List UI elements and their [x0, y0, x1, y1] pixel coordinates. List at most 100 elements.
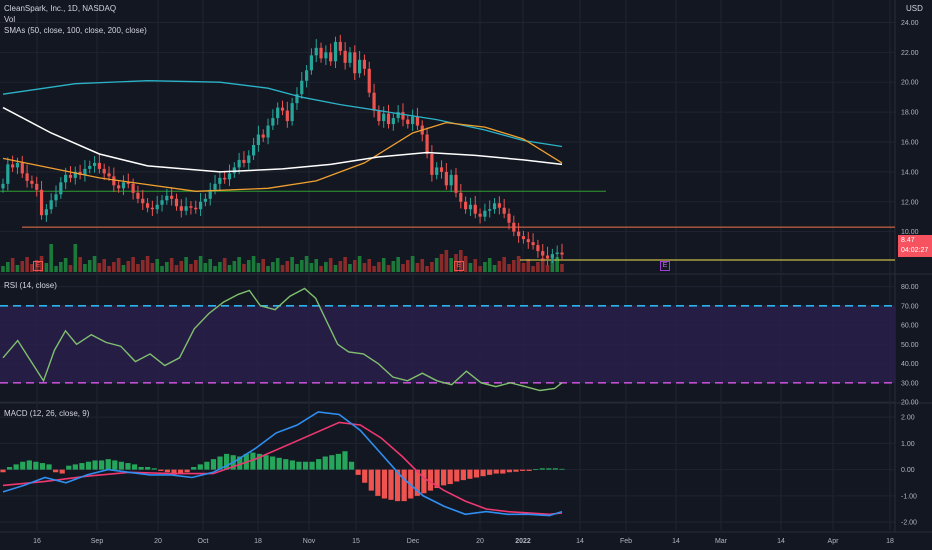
- macd-histogram-bar: [177, 469, 184, 474]
- candle-body: [343, 50, 347, 63]
- candle-body: [324, 52, 328, 59]
- macd-histogram-bar: [131, 464, 138, 470]
- volume-bar: [39, 256, 44, 272]
- volume-bar: [150, 263, 155, 272]
- candle-body: [401, 112, 405, 120]
- earnings-badge[interactable]: E: [454, 261, 464, 271]
- candle-body: [242, 159, 246, 163]
- candle-body: [449, 174, 453, 186]
- volume-bar: [198, 256, 203, 272]
- candle-body: [256, 134, 261, 145]
- volume-bar: [232, 261, 237, 272]
- x-tick-label: Dec: [407, 538, 420, 545]
- x-tick-label: Oct: [198, 538, 209, 545]
- volume-bar: [328, 258, 333, 272]
- macd-histogram-bar: [401, 469, 407, 502]
- macd-histogram-bar: [441, 469, 447, 486]
- candle-body: [11, 164, 15, 168]
- macd-histogram-bar: [539, 468, 545, 470]
- volume-bar: [140, 260, 145, 272]
- candle-body: [492, 203, 497, 210]
- macd-histogram-bar: [46, 464, 52, 470]
- macd-histogram-bar: [256, 453, 263, 470]
- candle-body: [348, 52, 352, 63]
- candle-body: [68, 174, 73, 178]
- candle-body: [136, 192, 140, 199]
- volume-bar: [319, 266, 323, 272]
- macd-histogram-bar: [506, 469, 512, 473]
- macd-histogram-bar: [151, 468, 157, 470]
- y-tick-label: 22.00: [901, 50, 919, 57]
- candle-body: [107, 173, 111, 177]
- macd-histogram-bar: [39, 463, 46, 470]
- volume-bar: [174, 265, 179, 272]
- macd-histogram-bar: [20, 461, 26, 470]
- candle-body: [121, 182, 126, 189]
- candle-body: [468, 204, 473, 210]
- macd-histogram-bar: [270, 456, 276, 470]
- candle-body: [382, 113, 386, 122]
- volume-bar: [367, 259, 372, 272]
- candle-body: [425, 134, 429, 154]
- volume-bar: [444, 250, 449, 272]
- volume-bar: [309, 263, 314, 272]
- y-tick-label: 30.00: [901, 380, 919, 387]
- macd-histogram-bar: [454, 469, 460, 482]
- volume-bar: [425, 266, 429, 272]
- volume-bar: [439, 254, 444, 272]
- macd-histogram-bar: [427, 469, 434, 491]
- candle-body: [232, 167, 236, 174]
- macd-histogram-bar: [33, 461, 39, 470]
- volume-bar: [30, 264, 34, 272]
- y-tick-label: -2.00: [901, 520, 917, 527]
- volume-bar: [314, 259, 319, 272]
- y-tick-label: -1.00: [901, 493, 917, 500]
- macd-histogram-bar: [105, 459, 111, 470]
- earnings-badge[interactable]: E: [33, 261, 43, 271]
- macd-histogram-bar: [381, 469, 388, 499]
- candle-body: [83, 168, 87, 175]
- candle-body: [415, 116, 420, 126]
- last-price-tag: 8.47 04:02:27: [898, 235, 932, 257]
- macd-histogram-bar: [388, 469, 394, 500]
- candle-body: [150, 207, 154, 210]
- volume-bar: [357, 256, 362, 272]
- macd-histogram-bar: [204, 461, 210, 470]
- candle-body: [97, 162, 101, 169]
- volume-bar: [497, 261, 502, 272]
- candle-body: [131, 183, 135, 193]
- earnings-badge-upcoming[interactable]: E: [660, 261, 670, 271]
- rsi-label: RSI (14, close): [4, 281, 57, 290]
- candle-body: [430, 153, 434, 175]
- volume-bar: [193, 260, 198, 272]
- candle-body: [88, 165, 92, 169]
- volume-bar: [502, 257, 506, 272]
- macd-histogram-bar: [546, 468, 552, 470]
- volume-bar: [550, 261, 555, 272]
- candle-body: [247, 155, 251, 163]
- volume-bar: [179, 261, 184, 272]
- volume-bar: [372, 266, 376, 272]
- macd-histogram-bar: [138, 467, 144, 470]
- candle-body: [406, 119, 410, 125]
- candle-body: [165, 195, 169, 201]
- candle-body: [439, 167, 444, 172]
- macd-label: MACD (12, 26, close, 9): [4, 409, 90, 418]
- volume-bar: [126, 261, 131, 272]
- volume-bar: [44, 263, 49, 272]
- x-tick-label: 20: [476, 538, 484, 545]
- volume-bar: [237, 257, 241, 272]
- volume-bar: [536, 262, 540, 272]
- volume-bar: [213, 266, 217, 272]
- macd-histogram-bar: [237, 456, 243, 470]
- macd-histogram-bar: [276, 457, 282, 470]
- candle-body: [179, 206, 183, 211]
- volume-bar: [34, 260, 39, 272]
- candle-body: [20, 162, 24, 174]
- candle-body: [266, 125, 270, 138]
- volume-bar: [396, 257, 400, 272]
- candle-body: [488, 209, 492, 211]
- volume-bar: [54, 266, 58, 272]
- candle-body: [464, 201, 468, 210]
- macd-histogram-bar: [473, 469, 480, 478]
